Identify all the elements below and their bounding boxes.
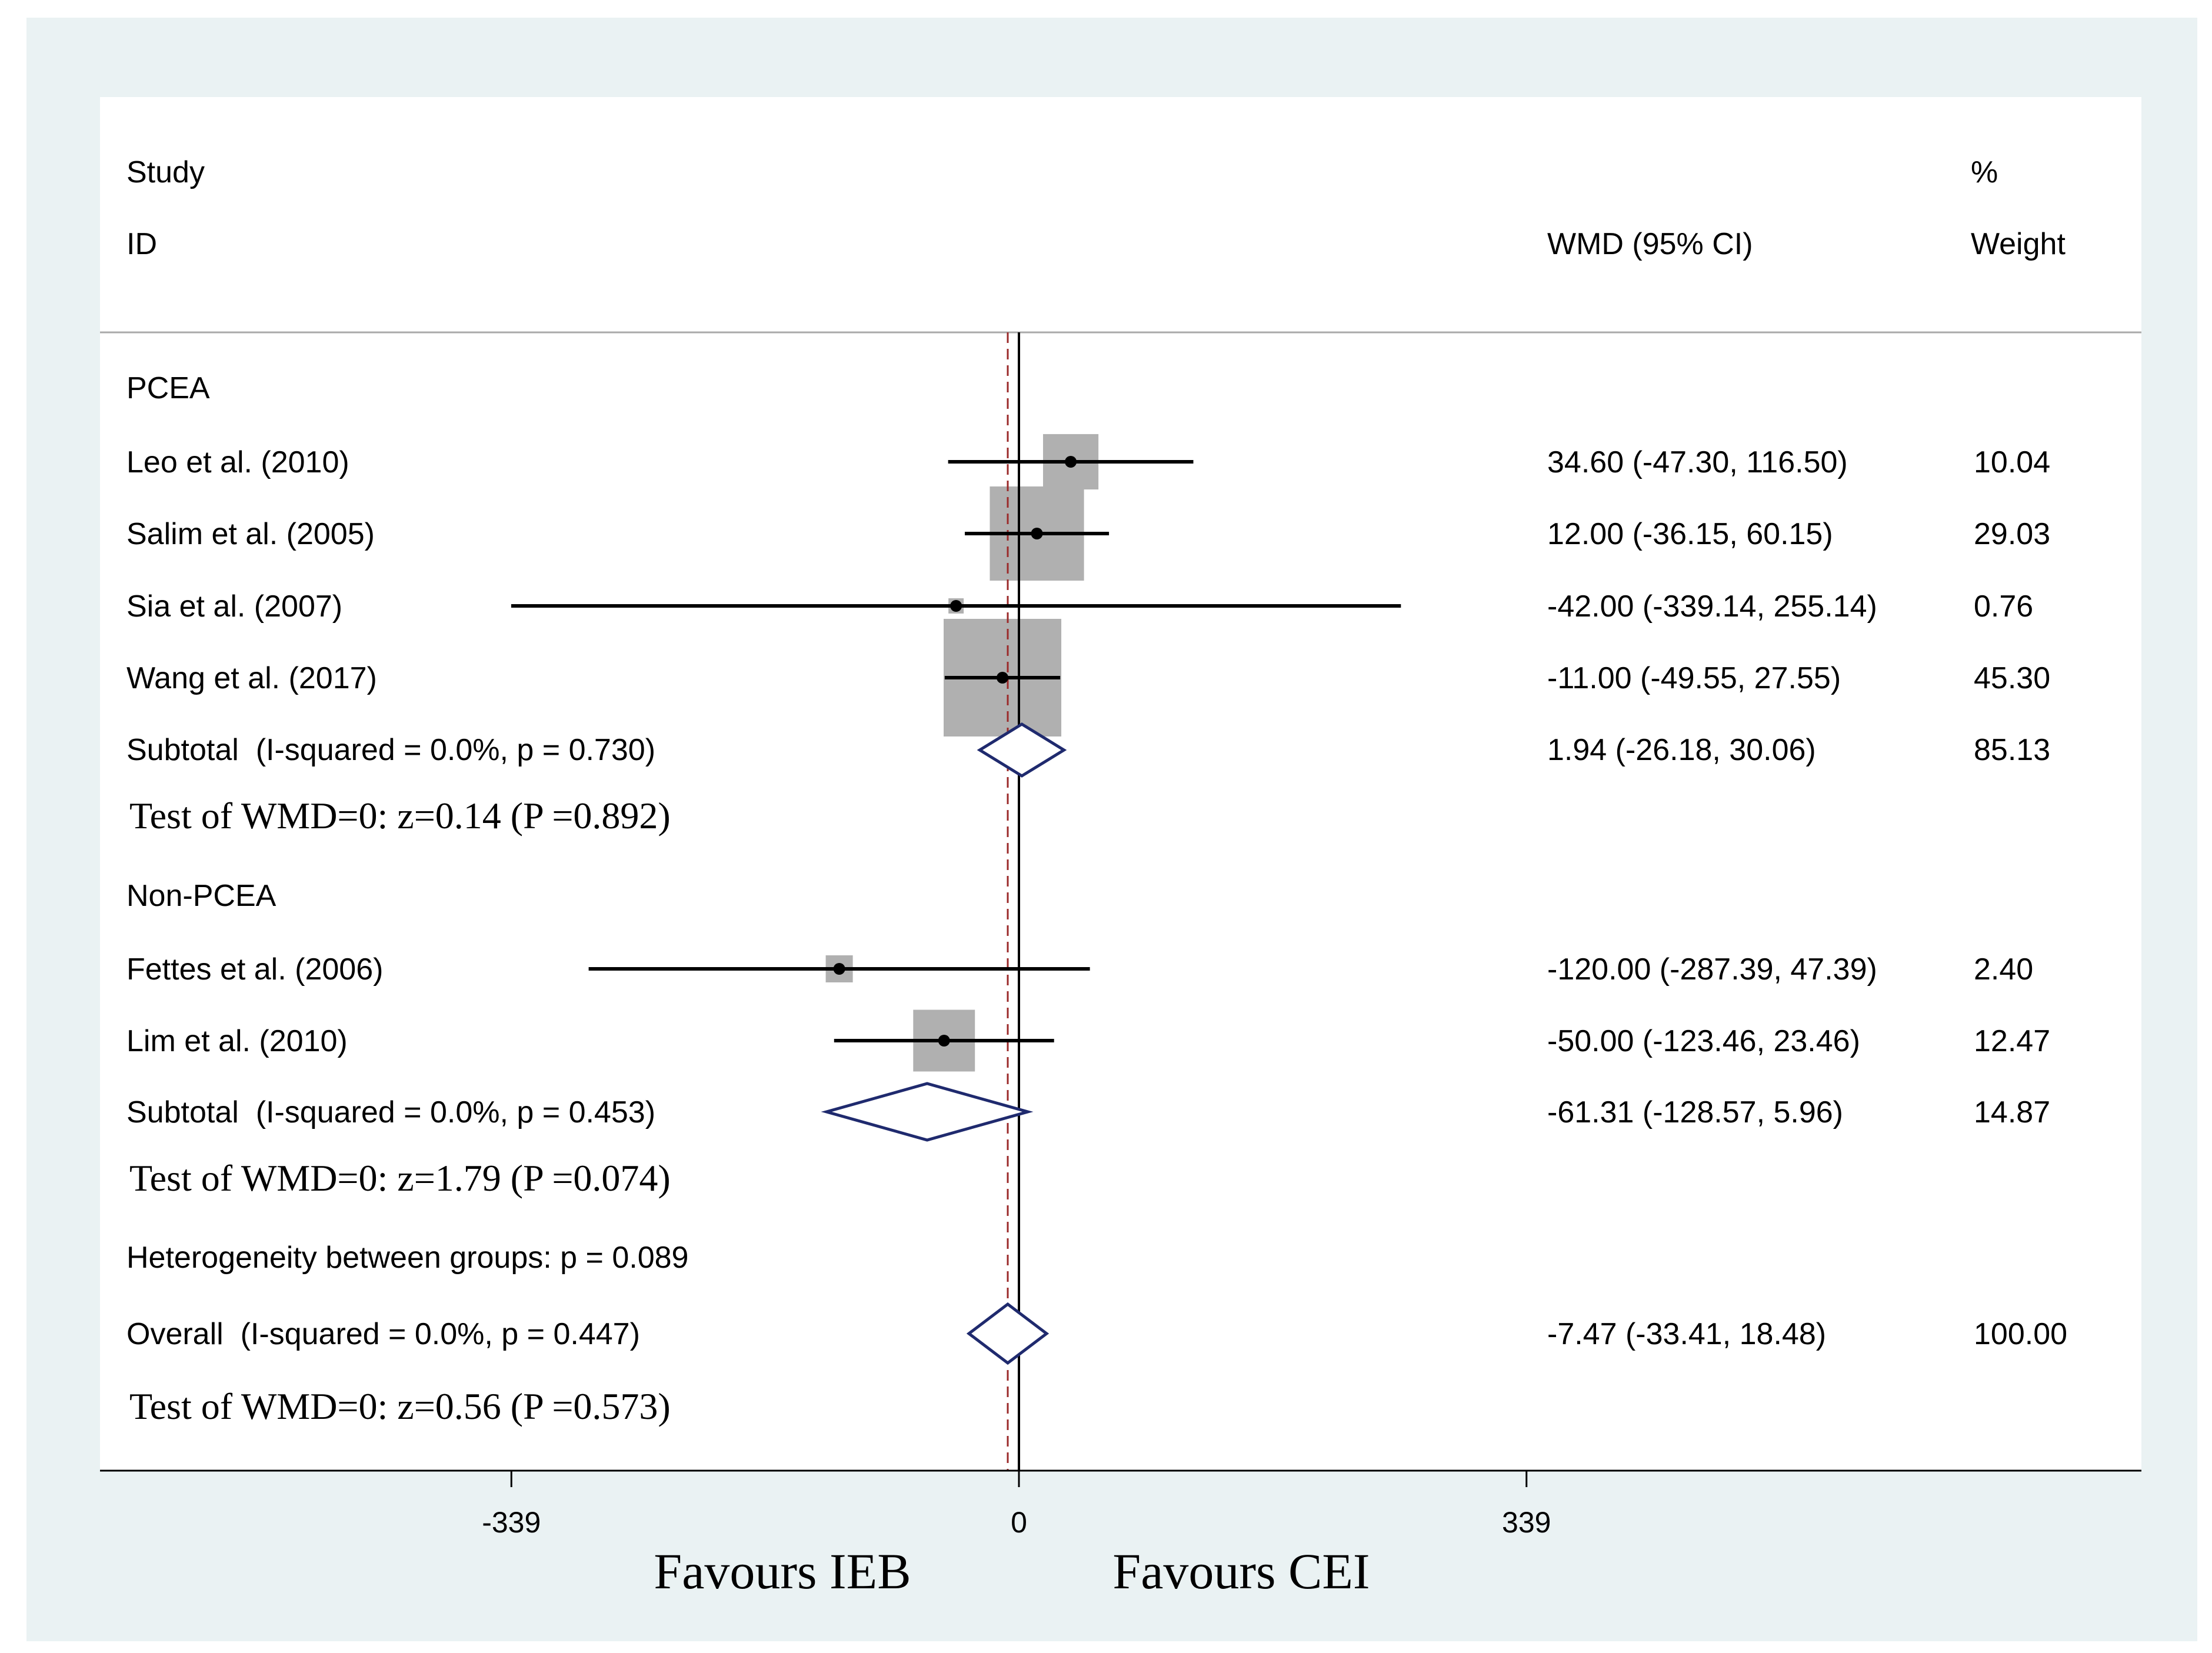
study-label: Salim et al. (2005) xyxy=(126,517,375,551)
point-estimate xyxy=(997,672,1009,684)
subgroup-test: Test of WMD=0: z=1.79 (P =0.074) xyxy=(129,1157,671,1199)
study-ci: 12.00 (-36.15, 60.15) xyxy=(1547,517,1833,551)
study-label: Wang et al. (2017) xyxy=(126,661,377,695)
point-estimate xyxy=(833,963,845,975)
subgroup-test: Test of WMD=0: z=0.14 (P =0.892) xyxy=(129,795,671,837)
x-axis-ticks: -339 0 339 xyxy=(482,1471,1551,1539)
subtotal-diamond xyxy=(977,722,1067,778)
subtotal-label: Subtotal (I-squared = 0.0%, p = 0.730) xyxy=(126,733,655,767)
point-estimate xyxy=(950,600,962,612)
subtotal-ci: 1.94 (-26.18, 30.06) xyxy=(1547,733,1816,767)
header-effect: WMD (95% CI) xyxy=(1547,227,1753,261)
header-study: Study xyxy=(126,155,205,189)
x-tick-label: 339 xyxy=(1502,1506,1551,1539)
header-id: ID xyxy=(126,227,157,261)
point-estimate xyxy=(938,1035,950,1047)
study-label: Leo et al. (2010) xyxy=(126,445,349,479)
x-tick-label: -339 xyxy=(482,1506,541,1539)
subtotal-ci: -61.31 (-128.57, 5.96) xyxy=(1547,1095,1843,1129)
subtotal-weight: 85.13 xyxy=(1974,733,2050,767)
study-ci: -11.00 (-49.55, 27.55) xyxy=(1547,661,1841,695)
study-label: Fettes et al. (2006) xyxy=(126,952,383,987)
study-weight: 10.04 xyxy=(1974,445,2050,479)
subtotal-weight: 14.87 xyxy=(1974,1095,2050,1129)
group-label-pcea: PCEA xyxy=(126,371,210,405)
study-weight: 12.47 xyxy=(1974,1024,2050,1058)
study-ci: -50.00 (-123.46, 23.46) xyxy=(1547,1024,1860,1058)
plot-marks xyxy=(511,332,1401,1471)
study-weight: 0.76 xyxy=(1974,589,2033,624)
point-estimate xyxy=(1065,456,1077,468)
study-ci: -42.00 (-339.14, 255.14) xyxy=(1547,589,1877,624)
header-weight: Weight xyxy=(1971,227,2066,261)
study-ci: 34.60 (-47.30, 116.50) xyxy=(1547,445,1848,479)
subtotal-diamond xyxy=(821,1082,1034,1142)
study-label: Sia et al. (2007) xyxy=(126,589,342,624)
overall-test: Test of WMD=0: z=0.56 (P =0.573) xyxy=(129,1385,671,1427)
overall-label: Overall (I-squared = 0.0%, p = 0.447) xyxy=(126,1317,640,1351)
header-percent: % xyxy=(1971,155,1998,189)
study-weight: 29.03 xyxy=(1974,517,2050,551)
study-weight: 45.30 xyxy=(1974,661,2050,695)
overall-weight: 100.00 xyxy=(1974,1317,2067,1351)
overall-diamond xyxy=(966,1302,1050,1365)
subtotal-label: Subtotal (I-squared = 0.0%, p = 0.453) xyxy=(126,1095,655,1129)
group-label-non-pcea: Non-PCEA xyxy=(126,879,276,913)
study-ci: -120.00 (-287.39, 47.39) xyxy=(1547,952,1877,987)
heterogeneity-text: Heterogeneity between groups: p = 0.089 xyxy=(126,1241,688,1275)
x-tick-label: 0 xyxy=(1011,1506,1027,1539)
point-estimate xyxy=(1031,528,1043,539)
study-weight: 2.40 xyxy=(1974,952,2033,987)
favours-right-label: Favours CEI xyxy=(1112,1543,1370,1599)
favours-left-label: Favours IEB xyxy=(654,1543,911,1599)
study-label: Lim et al. (2010) xyxy=(126,1024,348,1058)
plot-panel xyxy=(100,97,2141,1471)
overall-ci: -7.47 (-33.41, 18.48) xyxy=(1547,1317,1826,1351)
